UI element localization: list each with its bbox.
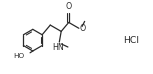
Text: O: O — [80, 24, 86, 33]
Text: HN: HN — [52, 43, 64, 52]
Text: HCl: HCl — [123, 36, 139, 45]
Text: O: O — [66, 2, 72, 11]
Text: HO: HO — [14, 53, 25, 59]
